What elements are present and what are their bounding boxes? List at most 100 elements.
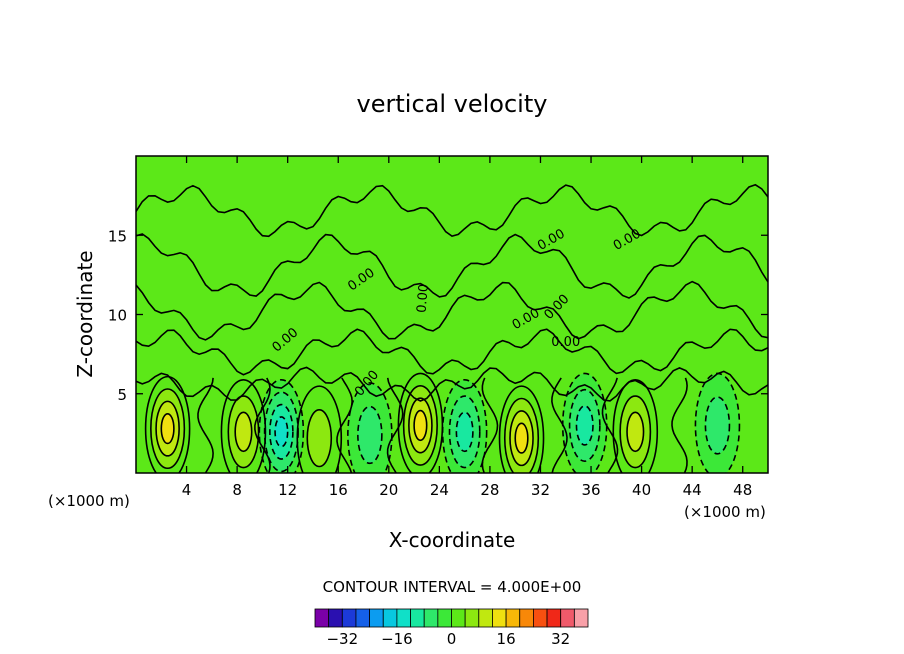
x-tick-label: 28 xyxy=(480,481,499,499)
cell-boundary-contour-7 xyxy=(671,377,688,473)
field-contour-1 xyxy=(136,233,768,299)
negative-contour-0-2 xyxy=(269,403,294,460)
y-axis-label: Z-coordinate xyxy=(73,250,97,377)
positive-contour-5-2 xyxy=(626,411,645,453)
contour-label: 0.00 xyxy=(551,335,580,350)
x-axis: 4 8 12 16 20 24 28 32 36 40 44 48 xyxy=(182,156,752,499)
positive-cell-1-level-2 xyxy=(235,412,252,452)
legend-swatch-11 xyxy=(464,608,480,628)
negative-contour-2-0 xyxy=(441,379,488,473)
legend-swatch-18 xyxy=(560,608,575,628)
positive-cell-4-level-3 xyxy=(515,423,528,453)
x-tick-label: 4 xyxy=(182,481,192,499)
x-unit-left: (×1000 m) xyxy=(48,492,130,510)
chart-title: vertical velocity xyxy=(357,90,548,118)
legend-swatch-19 xyxy=(573,608,589,628)
positive-contour-3-3 xyxy=(413,409,428,442)
negative-contour-0-0 xyxy=(258,379,305,473)
legend-swatch-17 xyxy=(546,608,562,628)
legend-swatch-12 xyxy=(478,608,493,628)
x-tick-label: 8 xyxy=(232,481,242,499)
legend-swatch-1 xyxy=(328,608,343,628)
negative-contour-0-1 xyxy=(263,391,299,473)
negative-cell-4-level-1 xyxy=(705,397,730,454)
x-tick-label: 32 xyxy=(531,481,550,499)
positive-contour-2-0 xyxy=(296,385,343,473)
x-tick-label: 16 xyxy=(329,481,348,499)
legend-swatch-15 xyxy=(519,608,534,628)
color-legend: −32 −16 0 16 32 xyxy=(314,608,589,648)
legend-swatch-6 xyxy=(396,608,411,628)
negative-contour-4-1 xyxy=(704,396,731,455)
positive-contour-2-1 xyxy=(306,408,333,468)
negative-contour-3-2 xyxy=(575,405,594,446)
legend-tick-label: 32 xyxy=(551,630,570,648)
cell-boundary-contour-4 xyxy=(481,377,499,473)
contour-interval-text: CONTOUR INTERVAL = 4.000E+00 xyxy=(323,578,582,596)
legend-swatch-10 xyxy=(451,608,466,628)
positive-cell-2-level-1 xyxy=(307,409,332,467)
legend-swatch-13 xyxy=(492,608,507,628)
negative-cell-3-level-2 xyxy=(576,405,593,445)
negative-contour-1-1 xyxy=(357,405,383,465)
positive-contour-4-1 xyxy=(503,397,540,473)
y-tick-label: 15 xyxy=(108,227,127,245)
cell-boundary-contour-5 xyxy=(551,377,568,473)
x-tick-label: 12 xyxy=(278,481,297,499)
negative-contour-1-0 xyxy=(347,382,393,473)
positive-cell-3-level-3 xyxy=(414,410,427,441)
positive-cell-0-level-3 xyxy=(161,413,174,444)
positive-contour-1-0 xyxy=(220,379,267,473)
field-contour-2 xyxy=(136,280,768,341)
legend-swatch-0 xyxy=(314,608,330,628)
negative-cell-0-level-3 xyxy=(275,416,288,447)
legend-tick-label: 0 xyxy=(447,630,457,648)
y-axis: 5 10 15 xyxy=(108,227,768,404)
x-tick-label: 48 xyxy=(733,481,752,499)
x-tick-label: 24 xyxy=(430,481,449,499)
y-tick-label: 5 xyxy=(117,386,127,404)
negative-contour-2-2 xyxy=(455,411,474,453)
cell-boundary-contour-2 xyxy=(336,377,353,473)
positive-contour-0-3 xyxy=(160,412,175,445)
legend-swatch-7 xyxy=(410,608,425,628)
negative-contour-3-1 xyxy=(568,388,601,463)
negative-cell-1-level-1 xyxy=(357,406,382,464)
negative-contour-0-3 xyxy=(274,416,289,448)
legend-swatch-5 xyxy=(382,608,398,628)
contour-label: 0.00 xyxy=(415,283,432,313)
x-tick-label: 20 xyxy=(379,481,398,499)
legend-swatch-2 xyxy=(341,608,357,628)
cell-boundary-contour-3 xyxy=(386,377,404,473)
legend-tick-label: 16 xyxy=(497,630,516,648)
positive-contour-4-3 xyxy=(514,422,529,454)
x-unit-right: (×1000 m) xyxy=(684,503,766,521)
plot-area: 0.000.000.000.000.000.000.000.000.00 xyxy=(135,155,769,474)
field-contour-4 xyxy=(136,366,768,402)
negative-cell-2-level-2 xyxy=(456,412,473,452)
positive-contour-3-1 xyxy=(402,385,438,466)
y-tick-label: 10 xyxy=(108,307,127,325)
legend-swatch-16 xyxy=(533,608,548,628)
positive-contour-5-1 xyxy=(619,395,652,469)
field-contour-0 xyxy=(136,183,768,238)
field-contour-3 xyxy=(136,328,768,376)
legend-swatch-3 xyxy=(355,608,371,628)
legend-swatch-9 xyxy=(437,608,452,628)
legend-swatch-14 xyxy=(505,608,521,628)
legend-swatch-8 xyxy=(423,608,439,628)
x-tick-label: 40 xyxy=(632,481,651,499)
x-tick-label: 44 xyxy=(683,481,702,499)
legend-swatch-4 xyxy=(369,608,384,628)
cell-boundary-contour-1 xyxy=(254,377,271,473)
positive-contour-4-0 xyxy=(498,385,545,473)
negative-contour-2-1 xyxy=(448,395,481,469)
positive-contour-3-2 xyxy=(408,397,433,454)
cell-boundary-contour-0 xyxy=(197,377,214,473)
positive-contour-4-2 xyxy=(509,410,534,467)
positive-cell-5-level-2 xyxy=(627,412,644,452)
legend-tick-label: −32 xyxy=(326,630,358,648)
cell-boundary-contour-6 xyxy=(601,377,619,473)
positive-contour-0-1 xyxy=(150,388,186,470)
